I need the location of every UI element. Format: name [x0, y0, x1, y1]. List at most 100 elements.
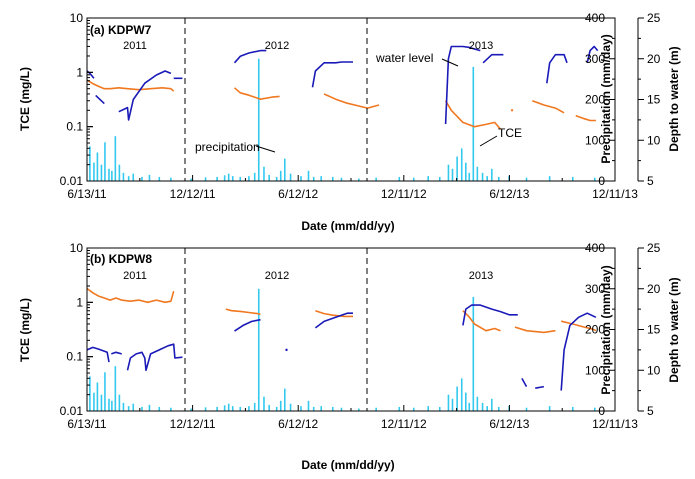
- panel-b-plot-frame: [86, 247, 616, 412]
- left-tick-label: 1: [76, 295, 83, 309]
- water-level-line-segment: [118, 70, 172, 121]
- depth-tick-label: 15: [647, 93, 661, 107]
- x-tick-label: 12/12/11: [170, 417, 216, 431]
- left-tick-label: 0.01: [60, 404, 84, 418]
- tce-line-segment: [86, 287, 175, 304]
- panel-b-title: (b) KDPW8: [90, 252, 152, 266]
- panel-b-tce-series: [86, 287, 597, 334]
- panel-b-depth-axis-label: Depth to water (m): [667, 277, 681, 382]
- annotation-water-level: water level: [375, 51, 433, 65]
- panel-a-year-label: 2013: [469, 40, 493, 52]
- panel-b-precipitation-bars: [89, 288, 596, 411]
- depth-tick-label: 5: [647, 174, 654, 188]
- water-level-line-segment: [233, 49, 267, 64]
- panel-a-title: (a) KDPW7: [90, 23, 152, 37]
- tce-line-segment: [315, 309, 353, 318]
- water-level-line-segment: [314, 312, 353, 329]
- panel-a-precip-axis-label: Precipitation (mm/day): [599, 34, 613, 163]
- x-tick-label: 12/11/13: [592, 187, 638, 201]
- tce-line-segment: [514, 326, 556, 334]
- x-tick-label: 6/12/13: [489, 417, 529, 431]
- panel-a-depth-axis-label: Depth to water (m): [667, 46, 681, 151]
- water-level-line-segment: [86, 346, 110, 363]
- panel-b-year-label: 2013: [469, 270, 493, 282]
- left-tick-label: 0.01: [60, 174, 84, 188]
- panel-a-year-label: 2012: [265, 40, 289, 52]
- precip-tick-label: 300: [585, 282, 605, 296]
- panel-b-x-axis-label: Date (mm/dd/yy): [301, 458, 394, 472]
- precip-tick-label: 200: [585, 93, 605, 107]
- x-tick-label: 6/12/12: [278, 187, 318, 201]
- panel-b-year-label: 2011: [123, 270, 147, 282]
- annotation-precipitation: precipitation: [195, 140, 260, 154]
- x-tick-label: 12/12/11: [170, 187, 216, 201]
- tce-line-segment: [225, 308, 261, 316]
- x-tick-label: 12/11/12: [381, 187, 427, 201]
- precip-tick-label: 100: [585, 363, 605, 377]
- panel-a-plot-frame: [86, 17, 616, 182]
- panel-b-right-ticks: 0 100 200 300 400 5 10 15 20 25: [585, 241, 661, 418]
- panel-a: 0.01 0.1 1 10 0 100 200 300 400 5 10 15 20 25 6/13/1…: [18, 11, 681, 233]
- panel-a-x-axis-label: Date (mm/dd/yy): [301, 219, 394, 233]
- precip-tick-label: 0: [598, 174, 605, 188]
- water-level-line-segment: [482, 53, 504, 64]
- water-level-line-segment: [444, 45, 481, 125]
- tce-line-segment: [561, 320, 597, 332]
- panel-b-x-ticks: 6/13/11 12/12/11 6/12/12 12/11/12 6/12/13 12/…: [67, 405, 638, 431]
- precip-tick-label: 0: [598, 404, 605, 418]
- panel-a-year-label: 2011: [123, 40, 147, 52]
- depth-tick-label: 10: [647, 363, 661, 377]
- annotation-precipitation-leader: [255, 145, 276, 153]
- annotation-tce-leader: [479, 135, 498, 147]
- water-level-line-segment: [546, 53, 568, 84]
- water-level-point: [285, 348, 288, 352]
- water-level-line-segment: [586, 45, 599, 63]
- left-tick-label: 10: [70, 11, 84, 25]
- panel-a-precipitation-bars: [89, 58, 596, 181]
- panel-b-precip-axis-label: Precipitation (mm/day): [599, 265, 613, 394]
- depth-tick-label: 25: [647, 241, 661, 255]
- panel-a-right-ticks: 0 100 200 300 400 5 10 15 20 25: [585, 11, 661, 188]
- panel-b: 0.01 0.1 1 10 0 100 200 300 400 5 10 15 20 25 6/13/1…: [18, 241, 681, 472]
- panel-a-x-ticks: 6/13/11 12/12/11 6/12/12 12/11/12 6/12/13 12/…: [67, 175, 638, 201]
- precip-tick-label: 200: [585, 323, 605, 337]
- panel-a-water-level-series: [86, 45, 599, 125]
- depth-tick-label: 5: [647, 404, 654, 418]
- depth-tick-label: 20: [647, 282, 661, 296]
- panel-a-tce-series: [86, 79, 596, 130]
- annotation-tce: TCE: [498, 126, 522, 140]
- panel-b-left-ticks: 0.01 0.1 1 10: [60, 241, 93, 418]
- left-tick-label: 0.1: [66, 350, 83, 364]
- precip-tick-label: 100: [585, 133, 605, 147]
- x-tick-label: 6/13/11: [67, 187, 106, 201]
- depth-tick-label: 15: [647, 323, 661, 337]
- panel-b-left-axis-label: TCE (mg/L): [18, 298, 32, 362]
- tce-line-segment: [444, 100, 502, 130]
- water-level-line-segment: [95, 94, 105, 105]
- water-level-line-segment: [111, 351, 122, 355]
- water-level-line-segment: [86, 70, 95, 79]
- depth-tick-label: 20: [647, 52, 661, 66]
- x-tick-label: 6/12/13: [489, 187, 529, 201]
- water-level-line-segment: [311, 61, 353, 88]
- x-tick-label: 6/13/11: [67, 417, 106, 431]
- water-level-line-segment: [462, 304, 518, 326]
- depth-tick-label: 25: [647, 11, 661, 25]
- panel-a-left-ticks: 0.01 0.1 1 10: [60, 11, 93, 188]
- left-tick-label: 0.1: [66, 120, 83, 134]
- water-level-line-segment: [234, 318, 261, 332]
- tce-line-segment: [233, 87, 280, 100]
- water-level-line-segment: [535, 385, 545, 389]
- x-tick-label: 6/12/12: [278, 417, 318, 431]
- x-tick-label: 12/11/12: [381, 417, 427, 431]
- tce-point: [510, 109, 514, 112]
- tce-line-segment: [575, 114, 596, 122]
- tce-line-segment: [323, 93, 380, 109]
- precip-tick-label: 400: [585, 241, 605, 255]
- water-level-line-segment: [560, 312, 597, 391]
- water-level-line-segment: [521, 378, 528, 387]
- panel-a-left-axis-label: TCE (mg/L): [18, 67, 32, 131]
- precip-tick-label: 400: [585, 11, 605, 25]
- precip-tick-label: 300: [585, 52, 605, 66]
